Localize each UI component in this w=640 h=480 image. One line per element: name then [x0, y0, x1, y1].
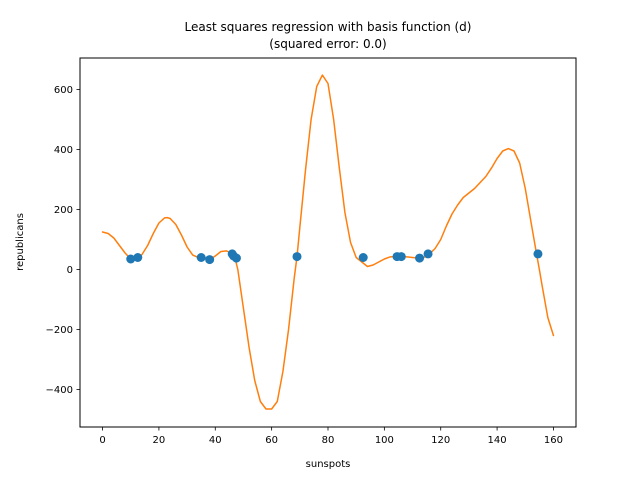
x-tick-label: 0	[99, 435, 105, 446]
chart-title: Least squares regression with basis func…	[185, 20, 472, 34]
x-tick-label: 60	[265, 435, 278, 446]
data-point	[293, 252, 302, 261]
data-point	[424, 249, 433, 258]
data-point	[232, 254, 241, 263]
x-tick-label: 100	[375, 435, 394, 446]
x-tick-label: 80	[322, 435, 335, 446]
y-tick-label: 400	[54, 145, 73, 156]
y-tick-label: 600	[54, 85, 73, 96]
x-tick-label: 20	[153, 435, 166, 446]
y-tick-label: −400	[46, 385, 73, 396]
y-tick-label: 200	[54, 205, 73, 216]
data-point	[205, 255, 214, 264]
x-tick-label: 140	[488, 435, 507, 446]
data-point	[359, 253, 368, 262]
data-point	[533, 249, 542, 258]
chart-subtitle: (squared error: 0.0)	[269, 37, 386, 51]
data-point	[197, 253, 206, 262]
x-tick-label: 120	[431, 435, 450, 446]
data-point	[397, 252, 406, 261]
y-axis-label: republicans	[15, 213, 26, 271]
data-point	[415, 254, 424, 263]
data-point	[133, 253, 142, 262]
x-axis-label: sunspots	[306, 459, 351, 470]
y-tick-label: −200	[46, 325, 73, 336]
x-tick-label: 160	[544, 435, 563, 446]
y-tick-label: 0	[67, 265, 73, 276]
x-tick-label: 40	[209, 435, 222, 446]
